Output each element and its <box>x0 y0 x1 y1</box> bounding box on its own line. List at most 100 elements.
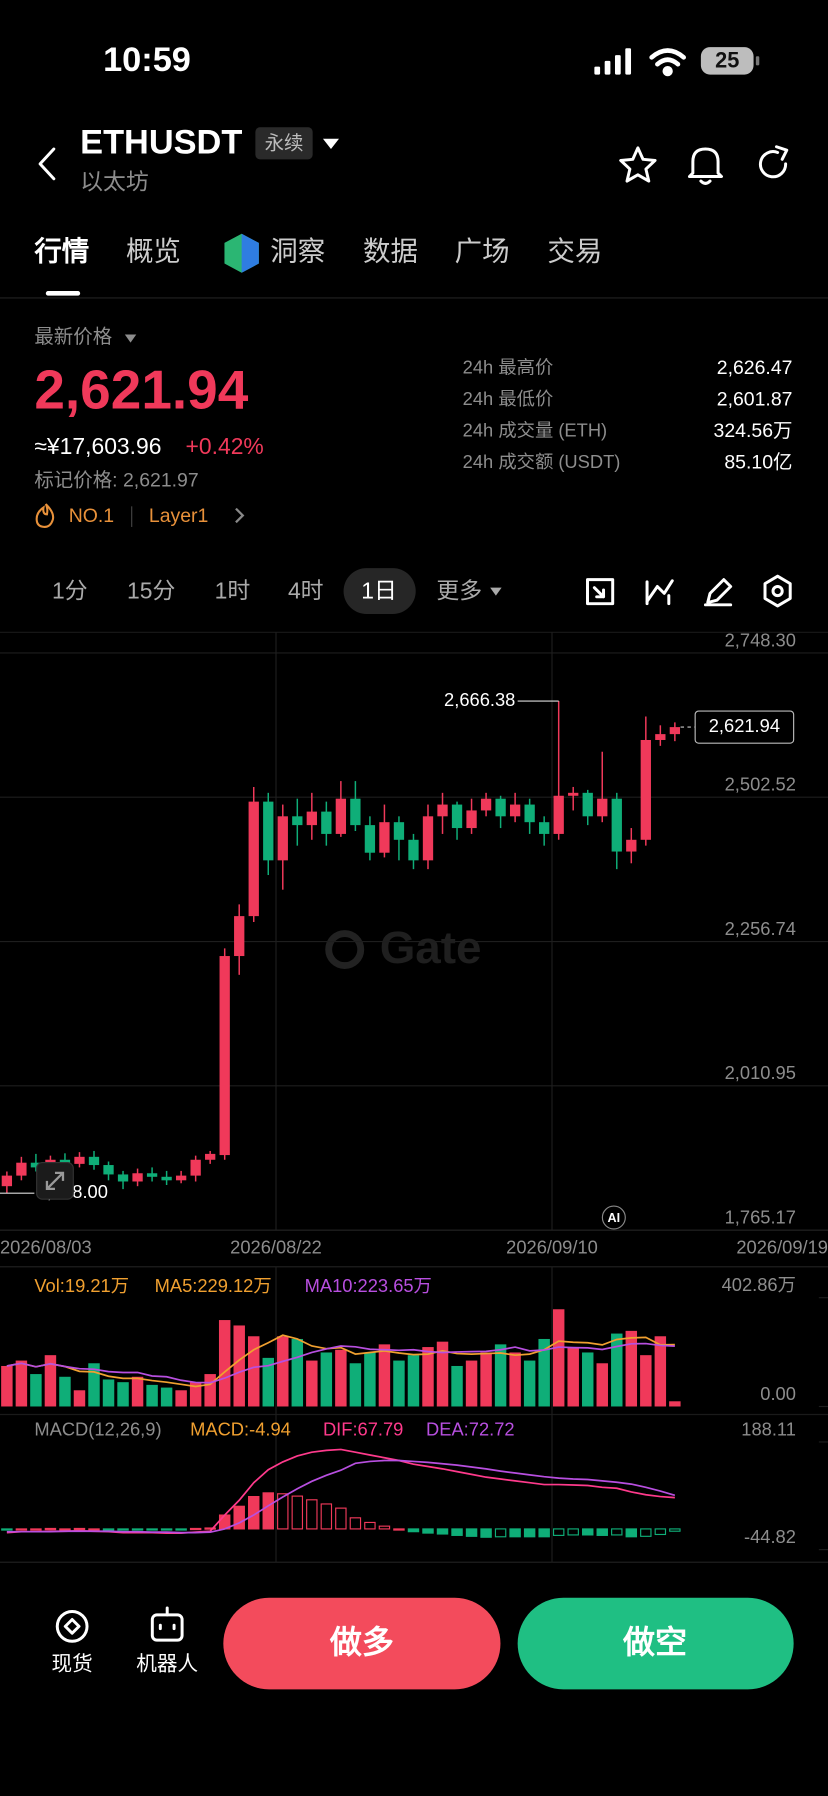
symbol-dropdown[interactable] <box>322 138 339 150</box>
spot-label[interactable]: 现货 <box>52 1653 93 1676</box>
volume-bar <box>204 1374 216 1407</box>
interval-tab[interactable]: 更多 <box>436 577 482 603</box>
tag-chevron[interactable] <box>235 507 245 524</box>
candle-body <box>350 798 361 826</box>
macd-bar <box>596 1528 608 1536</box>
candle-body <box>335 798 347 834</box>
macd-bar <box>625 1528 638 1538</box>
tab[interactable]: 洞察 <box>270 236 325 267</box>
mark-price: 标记价格: 2,621.97 <box>34 469 198 491</box>
volume-bar <box>102 1379 115 1407</box>
macd-bar <box>451 1528 463 1536</box>
macd-bar <box>436 1528 449 1535</box>
expand-icon <box>45 1171 65 1191</box>
candle-body <box>74 1156 85 1164</box>
spot-icon[interactable] <box>55 1609 89 1643</box>
volume-bar <box>349 1363 362 1407</box>
price-change: +0.42% <box>186 433 264 459</box>
macd-bar <box>523 1528 536 1538</box>
stat-label: 24h 成交额 (USDT) <box>463 451 621 472</box>
rank-tag: NO.1 <box>69 505 114 527</box>
macd-bar <box>306 1499 318 1530</box>
interval-tab[interactable]: 1分 <box>52 577 88 603</box>
dea-line <box>6 1459 676 1534</box>
volume-legend: MA5:229.12万 <box>155 1275 272 1296</box>
candle-body <box>524 804 535 823</box>
interval-tab[interactable]: 4时 <box>288 577 324 603</box>
ai-badge[interactable]: AI <box>608 1211 621 1225</box>
stat-label: 24h 成交量 (ETH) <box>463 420 608 441</box>
candle-body <box>234 916 245 957</box>
macd-bar <box>422 1528 434 1534</box>
volume-bar <box>160 1387 173 1407</box>
macd-bar <box>160 1528 173 1531</box>
tab[interactable]: 数据 <box>363 236 418 267</box>
favorite-button[interactable] <box>619 146 657 183</box>
volume-legend: Vol:19.21万 <box>34 1275 129 1296</box>
candle-body <box>568 792 579 796</box>
volume-bar <box>218 1320 231 1407</box>
tag-bg <box>255 127 313 160</box>
short-button[interactable] <box>517 1597 794 1690</box>
draw-button[interactable] <box>703 578 733 607</box>
volume-bar <box>422 1347 434 1407</box>
interval-active-bg <box>343 568 416 614</box>
macd-bar <box>59 1528 71 1531</box>
volume-bar <box>509 1352 521 1407</box>
stat-value: 324.56万 <box>714 420 793 442</box>
candle-body <box>306 811 317 826</box>
tab[interactable]: 行情 <box>33 236 89 267</box>
volume-bar <box>73 1390 86 1407</box>
watermark: Gate <box>380 922 482 973</box>
x-tick-label: 2026/09/19 <box>736 1236 828 1257</box>
alert-button[interactable] <box>687 147 723 185</box>
macd-bar <box>73 1527 86 1531</box>
coin-name: 以太坊 <box>80 168 149 194</box>
volume-bar <box>465 1360 478 1407</box>
symbol: ETHUSDT <box>80 124 242 162</box>
long-label[interactable]: 做多 <box>329 1624 394 1660</box>
volume-bar <box>117 1382 129 1407</box>
candle-body <box>379 822 390 853</box>
fullscreen-button[interactable] <box>586 578 615 606</box>
volume-bar <box>1 1365 13 1407</box>
more-dropdown[interactable] <box>490 587 502 596</box>
macd-bar <box>102 1528 115 1531</box>
macd-bar <box>640 1528 652 1537</box>
candle-body <box>611 798 622 852</box>
volume-bar <box>262 1357 274 1407</box>
candle-body <box>640 739 651 840</box>
settings-button[interactable] <box>763 574 792 608</box>
tab[interactable]: 交易 <box>547 236 602 267</box>
volume-bar <box>567 1347 579 1407</box>
volume-bar <box>131 1376 144 1407</box>
share-button[interactable] <box>758 145 789 179</box>
volume-bar <box>436 1341 449 1407</box>
tab[interactable]: 概览 <box>126 236 181 267</box>
candle-body <box>219 956 230 1156</box>
indicator-button[interactable] <box>645 579 674 606</box>
tab[interactable]: 广场 <box>455 236 510 267</box>
stat-value: 2,626.47 <box>717 357 793 379</box>
bot-label[interactable]: 机器人 <box>136 1653 198 1676</box>
macd-legend: MACD:-4.94 <box>190 1418 291 1439</box>
interval-tab[interactable]: 1日 <box>361 577 397 603</box>
short-label[interactable]: 做空 <box>622 1624 687 1660</box>
back-button[interactable] <box>38 147 56 181</box>
macd-bar <box>465 1528 478 1537</box>
long-button[interactable] <box>223 1597 501 1690</box>
interval-tab[interactable]: 1时 <box>215 577 251 603</box>
candle-body <box>146 1173 158 1177</box>
volume-bar <box>523 1360 536 1407</box>
y-tick-label: 0.00 <box>760 1383 796 1404</box>
candle-body <box>117 1174 129 1182</box>
macd-bar <box>117 1528 129 1531</box>
interval-tab[interactable]: 15分 <box>127 577 175 603</box>
sector-tag[interactable]: Layer1 <box>149 505 208 527</box>
candle-body <box>466 810 477 829</box>
candle-body <box>292 816 303 826</box>
price-dropdown[interactable] <box>124 334 137 343</box>
ai-badge-ring[interactable] <box>601 1205 626 1230</box>
macd-bar <box>378 1525 391 1530</box>
candle-body <box>263 801 274 861</box>
